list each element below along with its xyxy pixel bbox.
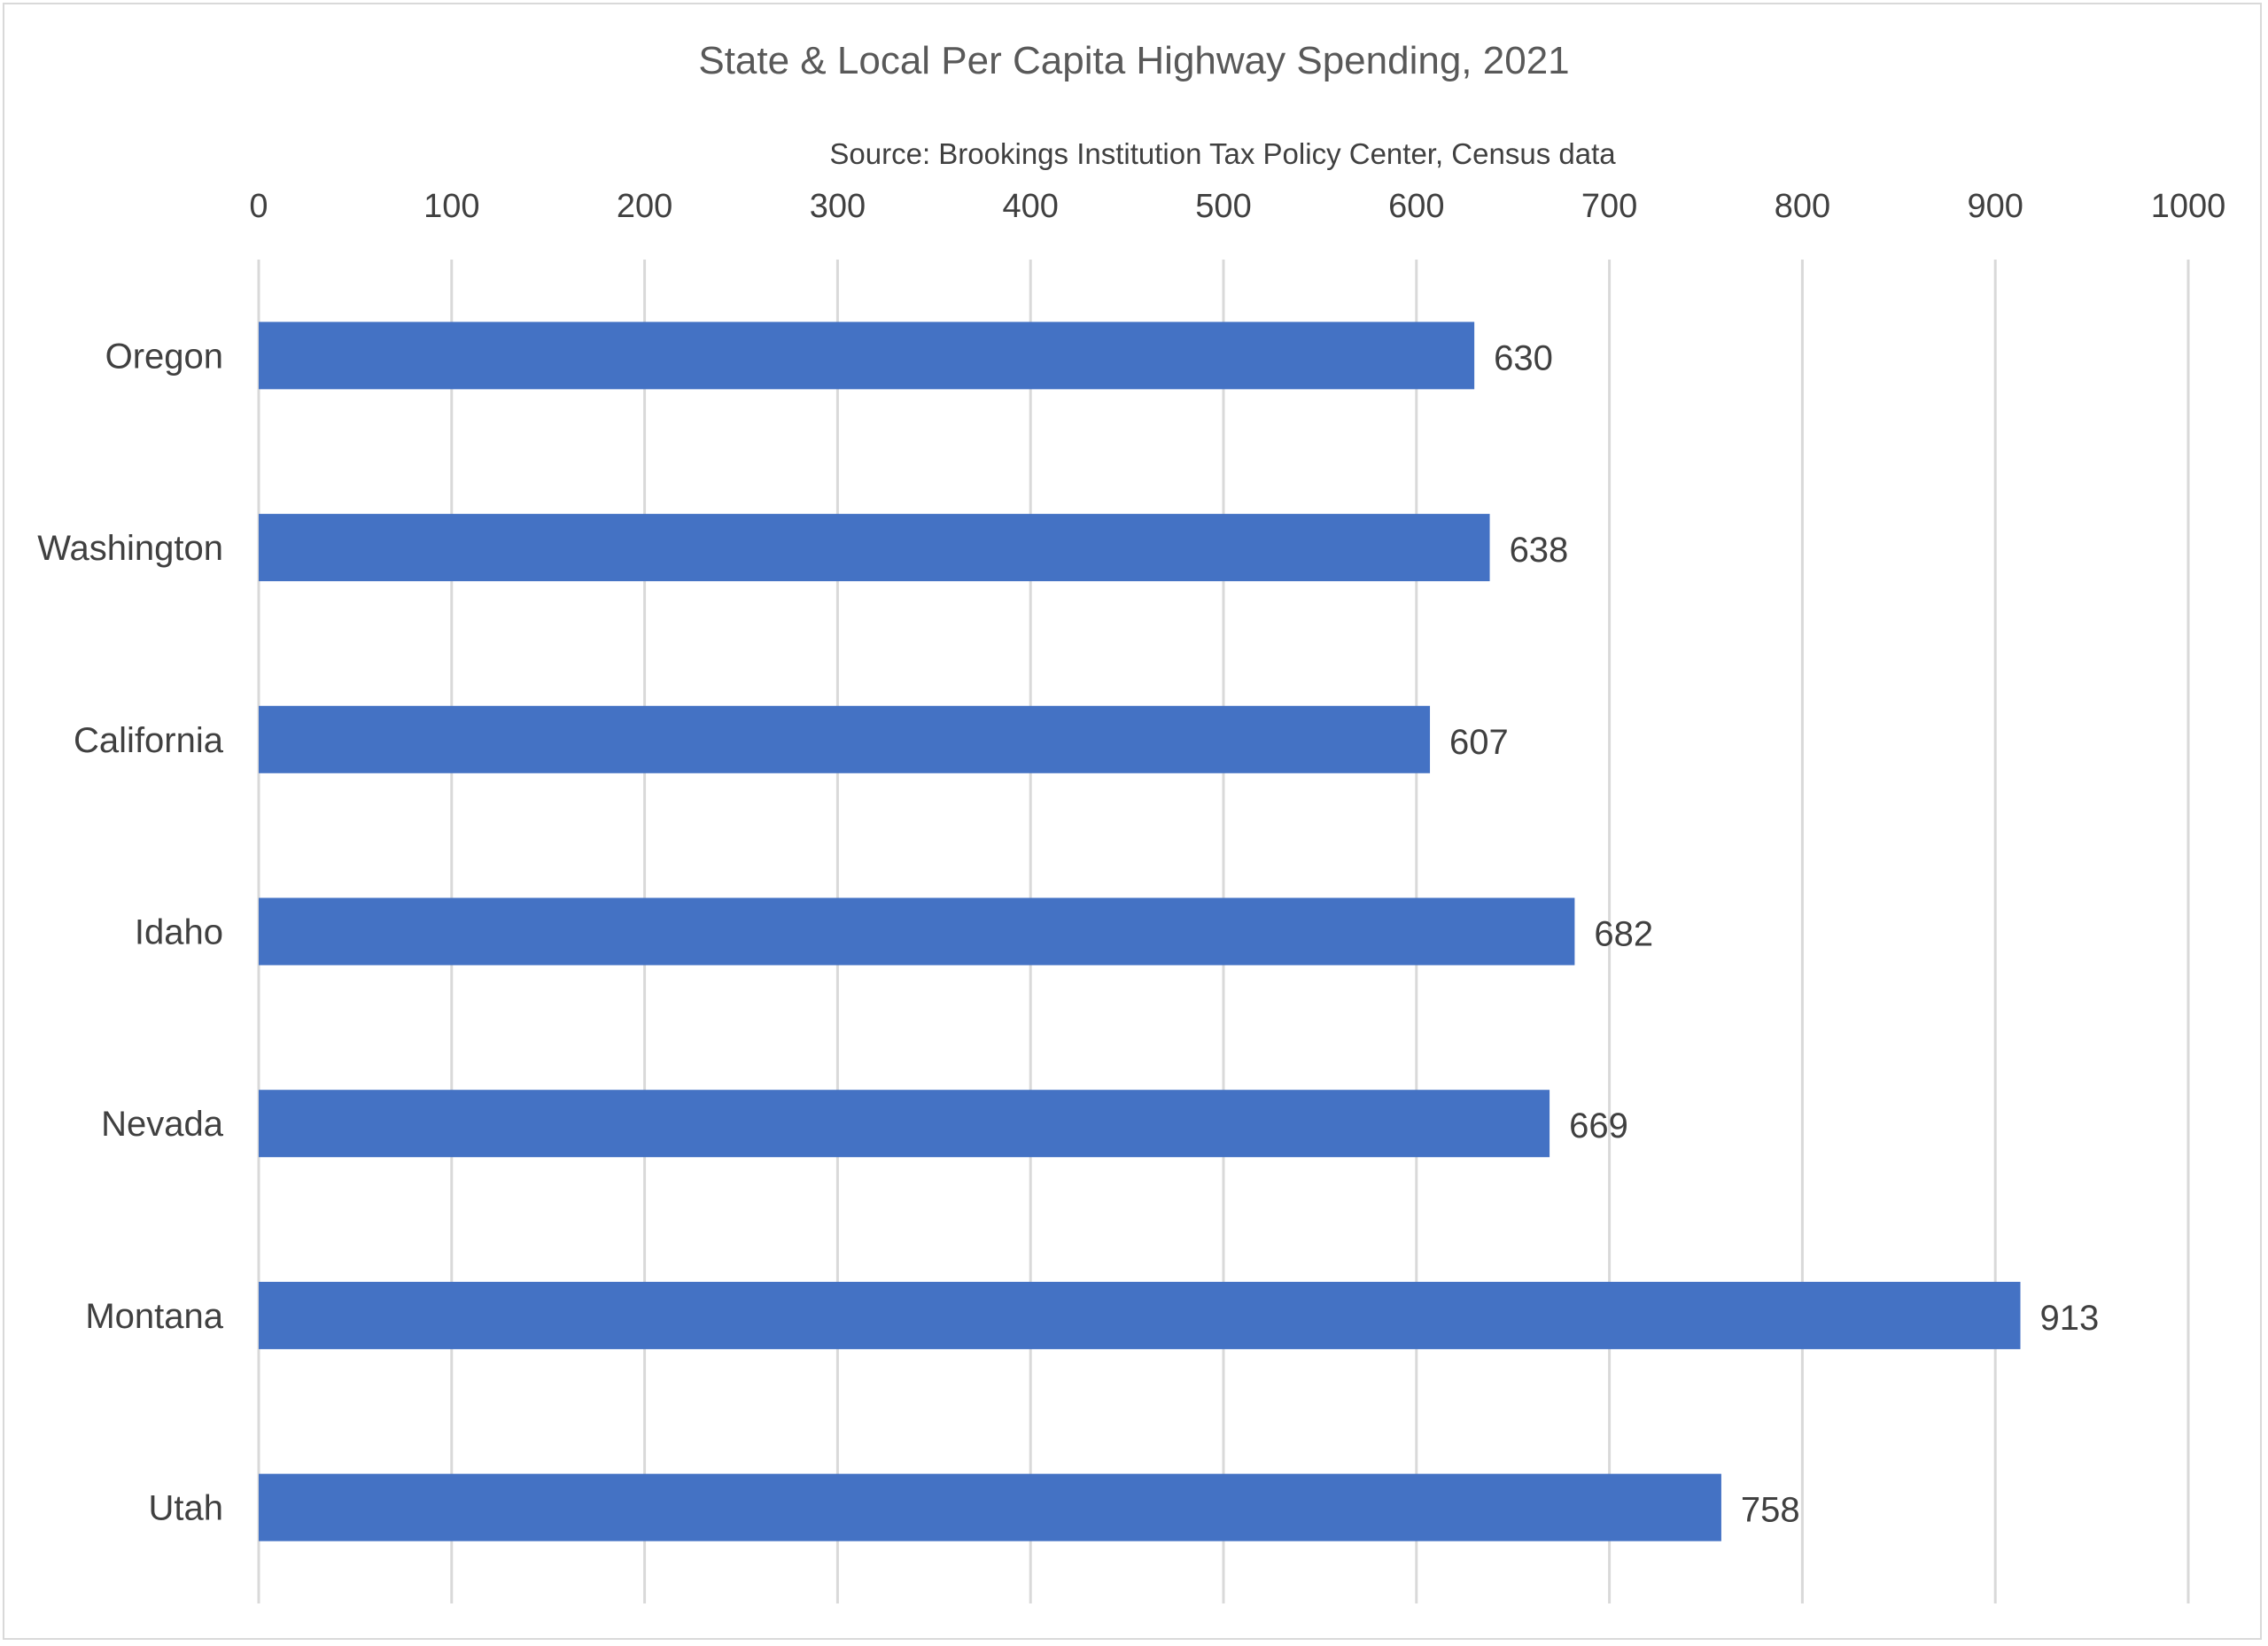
x-tick-label: 400 [1002,188,1058,225]
bar-chart: State & Local Per Capita Highway Spendin… [37,39,2225,1603]
data-label: 669 [1569,1106,1628,1145]
bar-utah [259,1473,1721,1541]
data-label: 630 [1494,338,1553,377]
bar-idaho [259,897,1575,966]
data-label: 638 [1510,531,1569,570]
x-tick-label: 200 [617,188,672,225]
bar-california [259,705,1431,773]
x-tick-label: 600 [1388,188,1444,225]
bar-montana [259,1281,2021,1349]
data-label: 682 [1594,915,1653,954]
category-label: Oregon [105,337,223,376]
data-label: 758 [1741,1491,1800,1530]
category-labels: Oregon Washington California Idaho Nevada Mon… [37,337,224,1527]
x-tick-label: 1000 [2151,188,2226,225]
bar-washington [259,514,1490,582]
x-tick-label: 900 [1967,188,2023,225]
x-tick-label: 300 [810,188,866,225]
chart-subtitle: Source: Brookings Institution Tax Policy… [829,137,1616,170]
category-label: California [74,721,224,760]
x-tick-label: 500 [1195,188,1251,225]
data-labels: 630 638 607 682 669 913 758 [1449,338,2099,1529]
bar-nevada [259,1090,1550,1158]
category-label: Nevada [101,1105,224,1144]
category-label: Utah [149,1489,224,1528]
x-tick-label: 700 [1581,188,1637,225]
x-tick-label: 0 [249,188,268,225]
x-tick-label: 100 [423,188,479,225]
bars [259,322,2021,1541]
bar-oregon [259,322,1475,390]
data-label: 913 [2040,1299,2100,1338]
x-tick-label: 800 [1775,188,1830,225]
x-axis-ticks: 0 100 200 300 400 500 600 700 800 900 1000 [249,188,2225,225]
chart-frame: State & Local Per Capita Highway Spendin… [3,3,2262,1640]
chart-title: State & Local Per Capita Highway Spendin… [698,39,1569,82]
data-label: 607 [1449,723,1509,762]
category-label: Montana [85,1297,223,1336]
category-label: Idaho [135,913,223,952]
category-label: Washington [37,529,223,568]
